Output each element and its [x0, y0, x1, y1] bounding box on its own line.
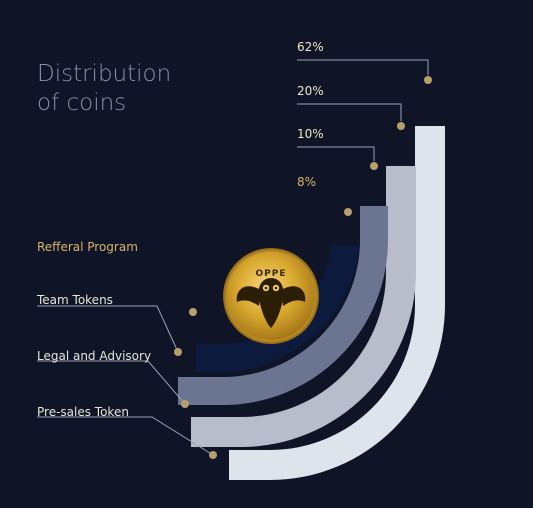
- percent-leader-dot: [424, 76, 432, 84]
- percent-leader-line: [297, 146, 375, 161]
- category-leader-dot: [209, 451, 217, 459]
- chart-title: Distribution of coins: [37, 60, 171, 118]
- band-team-tokens: [178, 206, 388, 405]
- percent-leader-dot: [397, 122, 405, 130]
- owl-coin-logo-icon: OPPE: [223, 248, 319, 344]
- percent-leader-line: [297, 59, 429, 75]
- percent-label: 8%: [297, 175, 317, 189]
- percent-label: 20%: [297, 84, 324, 98]
- percent-label: 10%: [297, 127, 324, 141]
- category-label: Legal and Advisory: [37, 349, 152, 363]
- percent-leader-line: [297, 103, 402, 121]
- category-leader-dot: [189, 308, 197, 316]
- category-label: Pre-sales Token: [37, 405, 129, 419]
- band-group: [178, 126, 445, 480]
- band-refferal-program: [196, 232, 360, 372]
- category-leader-line: [37, 416, 214, 456]
- band-pre-sales-token: [229, 126, 445, 480]
- percent-leader-dot: [370, 162, 378, 170]
- category-leader-dot: [174, 348, 182, 356]
- band-legal-and-advisory: [191, 166, 416, 447]
- chart-title-line-2: of coins: [37, 90, 127, 116]
- percent-label: 62%: [297, 40, 324, 54]
- category-leader-dot: [181, 400, 189, 408]
- category-label: Refferal Program: [37, 240, 138, 254]
- category-leader-line: [37, 305, 179, 353]
- percent-leader-dot: [344, 208, 352, 216]
- coin-text: OPPE: [256, 269, 287, 279]
- category-label: Team Tokens: [37, 293, 113, 307]
- leader-lines: [37, 59, 432, 459]
- chart-title-line-1: Distribution: [37, 61, 172, 87]
- category-leader-line: [37, 360, 186, 405]
